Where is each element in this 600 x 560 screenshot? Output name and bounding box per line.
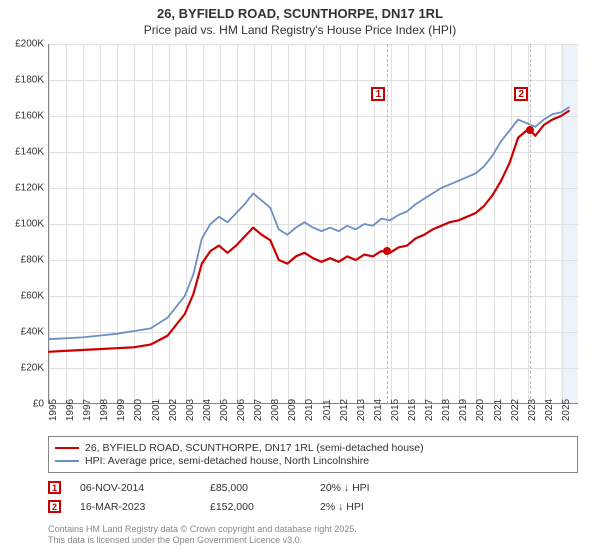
table-row: 2 16-MAR-2023£152,0002% ↓ HPI [48, 497, 578, 516]
legend-row: 26, BYFIELD ROAD, SCUNTHORPE, DN17 1RL (… [55, 442, 571, 454]
x-axis-label: 2018 [441, 399, 452, 421]
legend: 26, BYFIELD ROAD, SCUNTHORPE, DN17 1RL (… [48, 436, 578, 473]
y-axis-label: £180K [15, 75, 44, 86]
y-axis-label: £200K [15, 39, 44, 50]
y-axis-label: £0 [33, 399, 44, 410]
sale-price: £152,000 [210, 501, 320, 513]
chart-lines-svg [48, 44, 578, 404]
x-axis-label: 1997 [82, 399, 93, 421]
x-axis-label: 2012 [339, 399, 350, 421]
table-row: 1 06-NOV-2014£85,00020% ↓ HPI [48, 478, 578, 497]
x-axis-label: 2011 [322, 399, 333, 421]
series-line-price_paid [48, 111, 569, 352]
attribution: Contains HM Land Registry data © Crown c… [48, 524, 578, 547]
x-axis-label: 2023 [527, 399, 538, 421]
legend-label: HPI: Average price, semi-detached house,… [85, 455, 369, 467]
sale-marker-box: 1 [371, 87, 385, 101]
x-axis-label: 2007 [253, 399, 264, 421]
x-axis-label: 2021 [493, 399, 504, 421]
x-axis-label: 2024 [544, 399, 555, 421]
y-axis-label: £20K [21, 363, 44, 374]
y-axis-label: £60K [21, 291, 44, 302]
x-axis-label: 2009 [287, 399, 298, 421]
x-axis-label: 2010 [304, 399, 315, 421]
x-axis-label: 2003 [185, 399, 196, 421]
chart-title-block: 26, BYFIELD ROAD, SCUNTHORPE, DN17 1RL P… [0, 0, 600, 39]
sale-index-marker: 2 [48, 500, 61, 513]
sale-marker-vline [530, 44, 531, 404]
sale-index-marker: 1 [48, 481, 61, 494]
sale-date: 06-NOV-2014 [80, 482, 210, 494]
chart-title-address: 26, BYFIELD ROAD, SCUNTHORPE, DN17 1RL [10, 6, 590, 21]
sale-price: £85,000 [210, 482, 320, 494]
x-axis-label: 1998 [99, 399, 110, 421]
x-axis-label: 2017 [424, 399, 435, 421]
x-axis-label: 2006 [236, 399, 247, 421]
x-axis-label: 2025 [561, 399, 572, 421]
x-axis-label: 2001 [151, 399, 162, 421]
y-axis-label: £80K [21, 255, 44, 266]
y-axis-label: £140K [15, 147, 44, 158]
sale-delta-vs-hpi: 2% ↓ HPI [320, 501, 578, 513]
sale-marker-vline [387, 44, 388, 404]
sale-delta-vs-hpi: 20% ↓ HPI [320, 482, 578, 494]
chart-area: £0£20K£40K£60K£80K£100K£120K£140K£160K£1… [48, 44, 578, 404]
x-axis-label: 2022 [510, 399, 521, 421]
y-axis-label: £160K [15, 111, 44, 122]
y-axis-label: £120K [15, 183, 44, 194]
legend-swatch-price-paid [55, 447, 79, 449]
y-axis-label: £100K [15, 219, 44, 230]
x-axis-label: 1996 [65, 399, 76, 421]
x-axis-label: 2019 [458, 399, 469, 421]
x-axis-label: 2013 [356, 399, 367, 421]
attribution-line: This data is licensed under the Open Gov… [48, 535, 578, 546]
x-axis-label: 2014 [373, 399, 384, 421]
sale-marker-dot [383, 247, 391, 255]
legend-swatch-hpi [55, 460, 79, 462]
x-axis-label: 2000 [133, 399, 144, 421]
x-axis-label: 2015 [390, 399, 401, 421]
sales-table: 1 06-NOV-2014£85,00020% ↓ HPI 2 16-MAR-2023… [48, 478, 578, 516]
x-axis-label: 2005 [219, 399, 230, 421]
x-axis-label: 2002 [168, 399, 179, 421]
sale-date: 16-MAR-2023 [80, 501, 210, 513]
chart-title-subtitle: Price paid vs. HM Land Registry's House … [10, 23, 590, 37]
series-line-hpi [48, 107, 569, 339]
y-axis-label: £40K [21, 327, 44, 338]
x-axis-label: 1995 [48, 399, 59, 421]
x-axis-label: 2016 [407, 399, 418, 421]
legend-label: 26, BYFIELD ROAD, SCUNTHORPE, DN17 1RL (… [85, 442, 424, 454]
sale-marker-box: 2 [514, 87, 528, 101]
x-axis-label: 1999 [116, 399, 127, 421]
x-axis-label: 2020 [475, 399, 486, 421]
sale-marker-dot [526, 126, 534, 134]
x-axis-label: 2004 [202, 399, 213, 421]
legend-row: HPI: Average price, semi-detached house,… [55, 455, 571, 467]
x-axis-label: 2008 [270, 399, 281, 421]
attribution-line: Contains HM Land Registry data © Crown c… [48, 524, 578, 535]
